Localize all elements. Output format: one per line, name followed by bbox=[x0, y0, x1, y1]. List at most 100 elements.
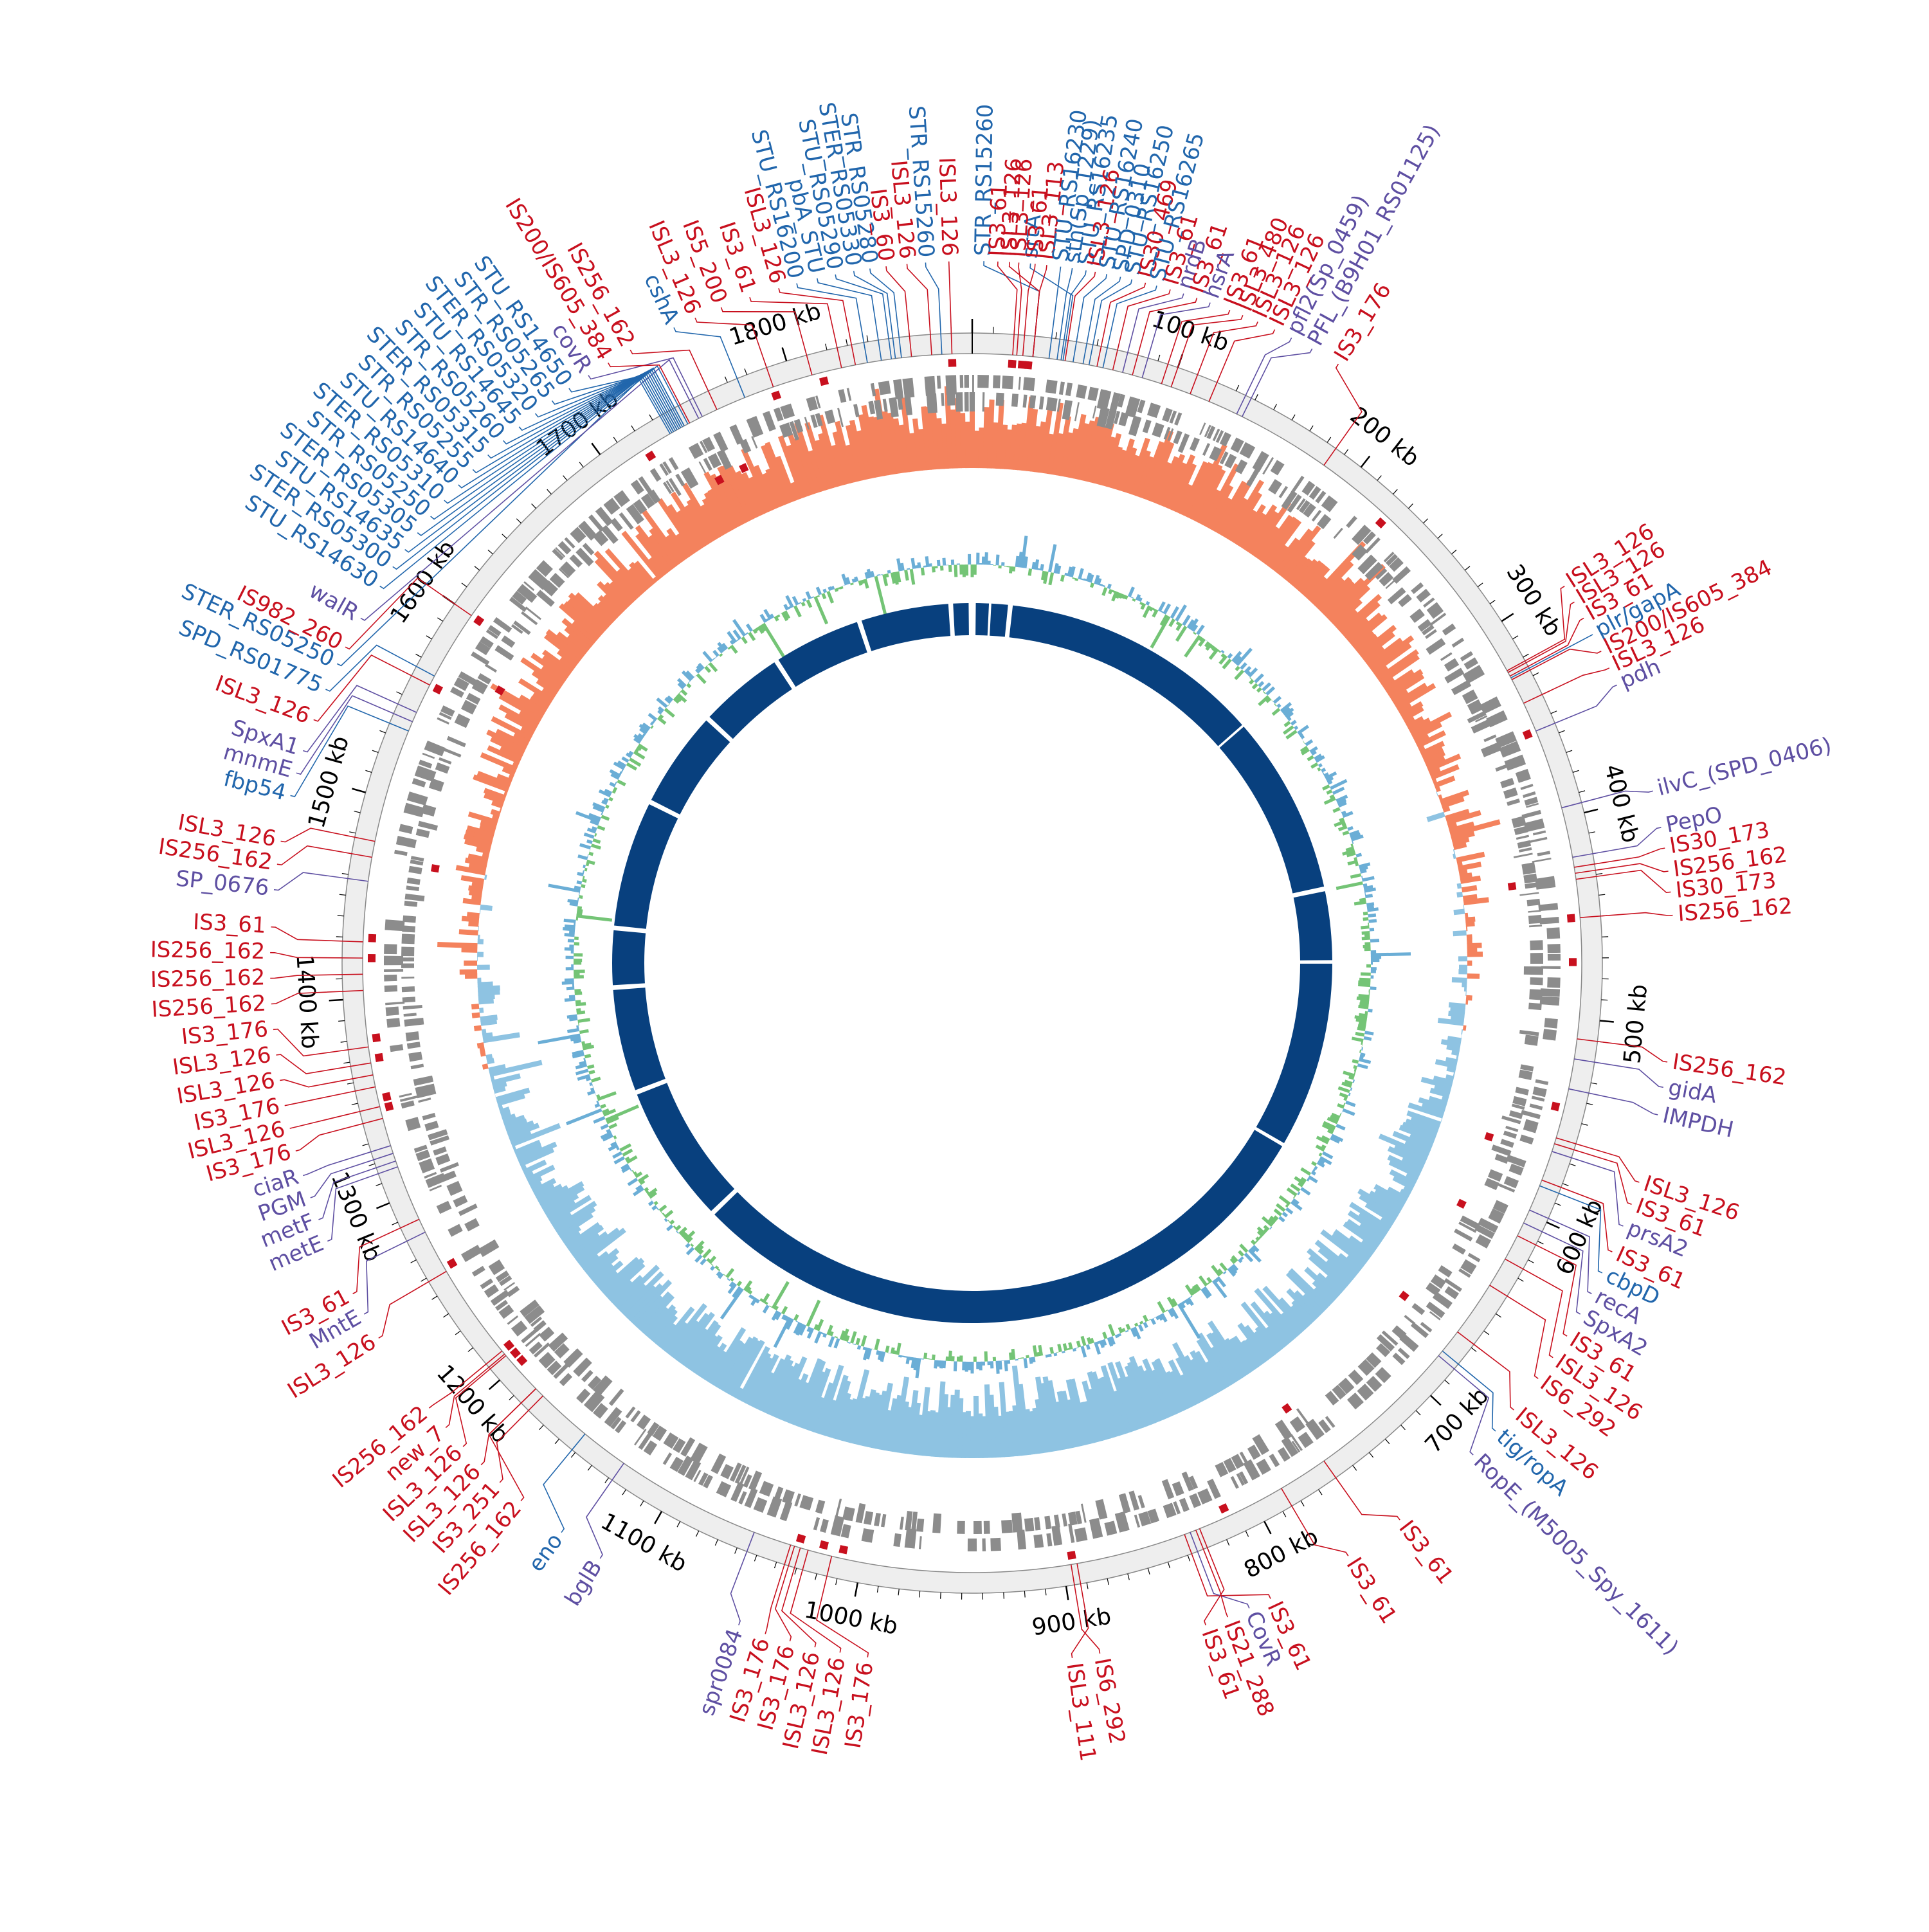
skew-up bbox=[1103, 585, 1104, 586]
gc-below bbox=[976, 1396, 977, 1458]
is-mark bbox=[1569, 958, 1577, 966]
skew-up bbox=[866, 572, 868, 578]
skew-up bbox=[1255, 674, 1263, 682]
minor-tick bbox=[443, 1314, 448, 1317]
minor-tick bbox=[376, 1184, 382, 1186]
skew-down bbox=[823, 593, 825, 599]
reverse-gene bbox=[411, 1064, 424, 1070]
skew-up bbox=[1222, 651, 1223, 652]
gc-below bbox=[1446, 1077, 1454, 1079]
synteny-block bbox=[779, 622, 867, 687]
reverse-gene bbox=[1529, 989, 1543, 1000]
skew-up bbox=[1336, 1125, 1345, 1129]
reverse-gene bbox=[1011, 1513, 1022, 1533]
skew-up bbox=[1364, 889, 1376, 891]
skew-up bbox=[595, 1105, 599, 1106]
skew-up bbox=[593, 1117, 604, 1122]
minor-tick bbox=[1327, 437, 1331, 442]
reverse-gene bbox=[439, 757, 451, 764]
synteny-block bbox=[862, 604, 950, 651]
skew-down bbox=[1359, 1015, 1367, 1016]
reverse-gene bbox=[1039, 396, 1044, 410]
reverse-gene bbox=[927, 393, 937, 413]
reverse-gene bbox=[1515, 1087, 1529, 1096]
reverse-gene bbox=[1505, 1126, 1518, 1132]
skew-down bbox=[1194, 633, 1195, 634]
minor-tick bbox=[898, 1589, 899, 1595]
skew-up bbox=[1362, 878, 1374, 880]
gc-below bbox=[1442, 1098, 1448, 1100]
skew-down bbox=[1064, 1344, 1066, 1351]
reverse-gene bbox=[1011, 393, 1019, 407]
skew-down bbox=[795, 606, 800, 617]
skew-down bbox=[1336, 883, 1363, 888]
skew-down bbox=[636, 750, 638, 752]
skew-down bbox=[1152, 617, 1170, 647]
gc-above bbox=[655, 577, 657, 581]
gene-label: IS3_61 bbox=[1393, 1515, 1458, 1589]
gc-above bbox=[471, 1006, 479, 1007]
gc-above bbox=[1460, 878, 1480, 881]
skew-up bbox=[927, 556, 928, 566]
skew-up bbox=[687, 1248, 694, 1254]
gc-above bbox=[1465, 919, 1475, 920]
forward-gene bbox=[1535, 1079, 1549, 1085]
skew-down bbox=[1312, 1162, 1316, 1165]
gc-below bbox=[489, 1067, 505, 1070]
skew-down bbox=[1088, 1338, 1090, 1344]
gc-above bbox=[474, 1028, 481, 1029]
minor-tick bbox=[1484, 1331, 1489, 1335]
reverse-gene bbox=[408, 1052, 422, 1062]
label-connector bbox=[1511, 635, 1593, 678]
reverse-gene bbox=[539, 1326, 554, 1341]
forward-gene bbox=[1537, 851, 1551, 856]
skew-up bbox=[747, 624, 752, 631]
is-mark bbox=[382, 1092, 391, 1101]
skew-down bbox=[1123, 595, 1124, 599]
reverse-gene bbox=[478, 1240, 499, 1257]
reverse-gene bbox=[455, 714, 471, 728]
gc-above bbox=[477, 1045, 484, 1046]
forward-gene bbox=[1452, 638, 1465, 647]
skew-up bbox=[843, 574, 847, 585]
skew-up bbox=[1309, 1177, 1317, 1182]
minor-tick bbox=[1465, 566, 1470, 570]
skew-up bbox=[1313, 1169, 1315, 1171]
skew-down bbox=[1166, 1310, 1167, 1311]
gc-above bbox=[459, 932, 478, 933]
reverse-gene bbox=[970, 392, 975, 411]
forward-gene bbox=[1521, 810, 1541, 819]
skew-down bbox=[818, 1320, 822, 1331]
reverse-gene bbox=[957, 1521, 965, 1534]
minor-tick bbox=[1559, 730, 1564, 733]
reverse-gene bbox=[1034, 1517, 1040, 1531]
skew-down bbox=[581, 886, 585, 887]
minor-tick bbox=[563, 476, 567, 481]
skew-down bbox=[1344, 1104, 1345, 1105]
skew-down bbox=[1357, 1028, 1365, 1029]
forward-gene bbox=[1468, 1253, 1481, 1263]
gc-below bbox=[1457, 894, 1463, 895]
skew-up bbox=[1343, 1110, 1354, 1114]
skew-down bbox=[1051, 1347, 1053, 1353]
skew-up bbox=[590, 1083, 592, 1084]
synteny-blocks bbox=[612, 603, 1332, 1323]
skew-down bbox=[763, 1294, 768, 1303]
skew-down bbox=[586, 864, 588, 865]
skew-up bbox=[832, 586, 833, 590]
reverse-gene bbox=[1529, 925, 1542, 927]
skew-down bbox=[731, 646, 737, 653]
skew-down bbox=[1354, 902, 1366, 904]
forward-gene bbox=[1520, 784, 1533, 790]
reverse-gene bbox=[717, 449, 732, 470]
skew-up bbox=[864, 1347, 865, 1350]
skew-down bbox=[1359, 899, 1366, 901]
gc-above bbox=[1448, 824, 1456, 827]
skew-down bbox=[1325, 799, 1336, 804]
minor-tick bbox=[1393, 489, 1398, 494]
minor-tick bbox=[1283, 1512, 1286, 1517]
minor-tick bbox=[846, 339, 847, 346]
skew-up bbox=[597, 1102, 599, 1103]
skew-down bbox=[584, 1056, 590, 1057]
reverse-gene bbox=[782, 1489, 795, 1504]
